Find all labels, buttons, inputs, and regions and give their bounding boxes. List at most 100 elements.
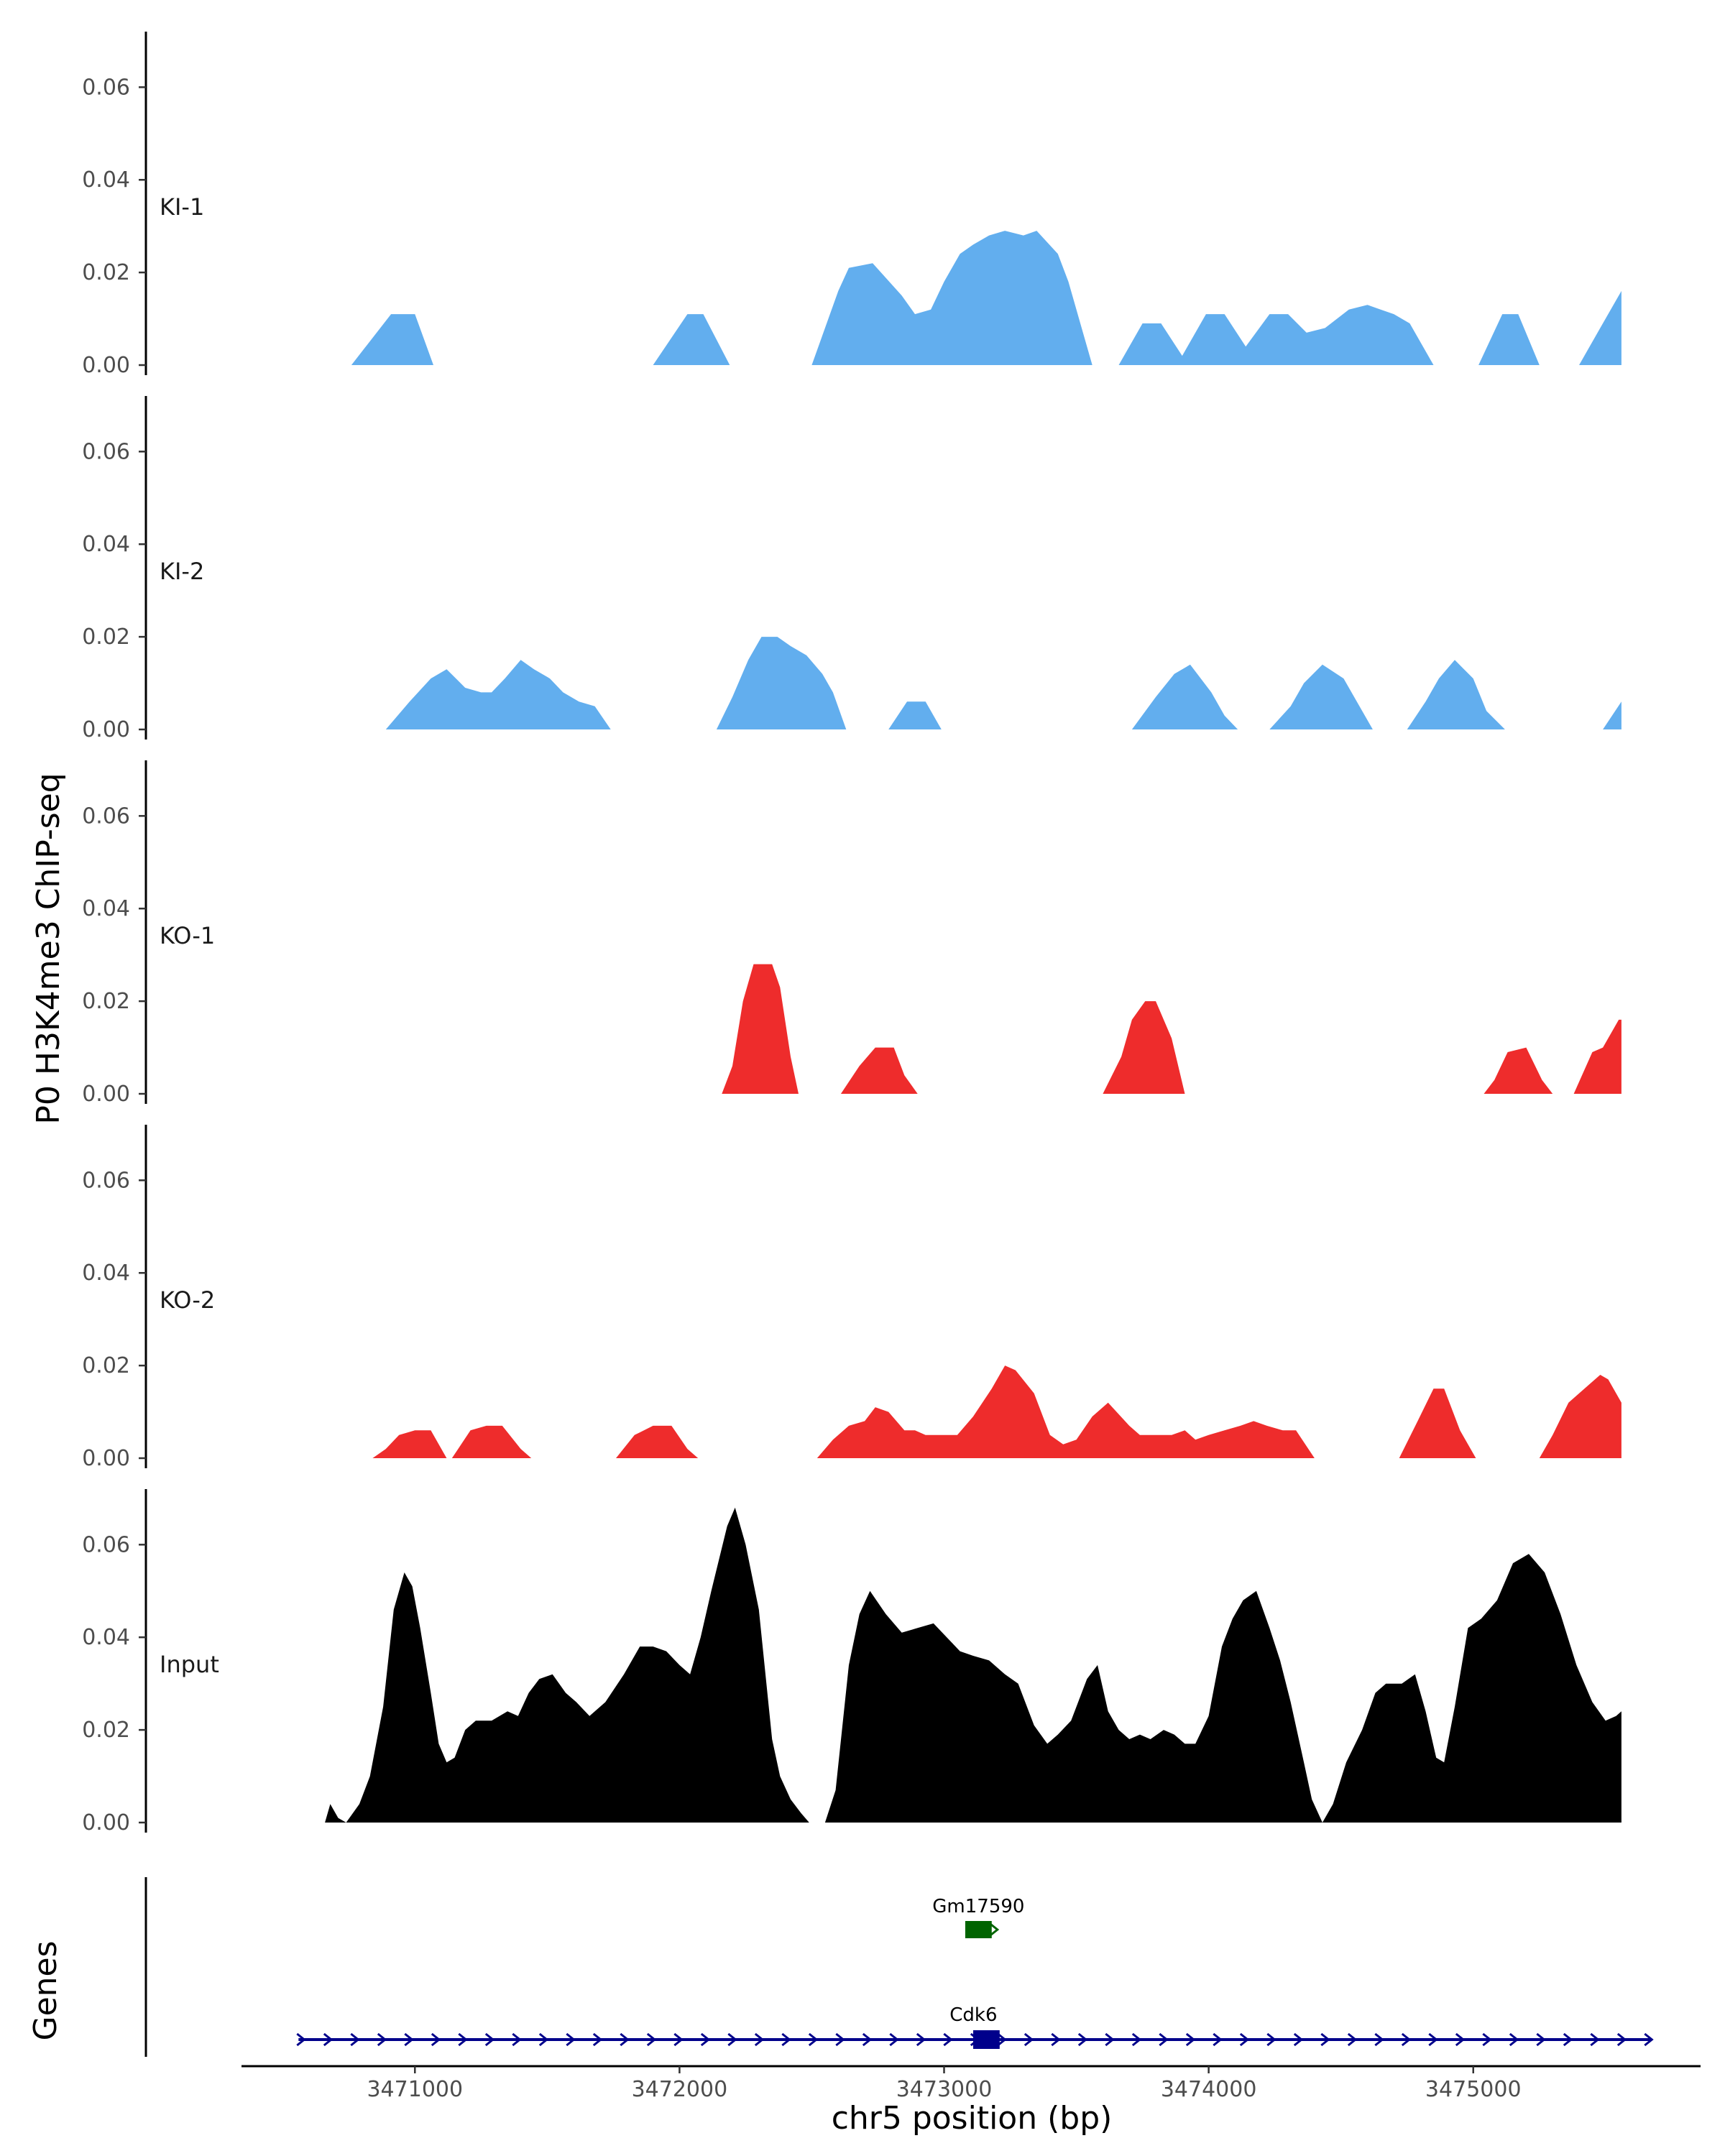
strand-chevron <box>1401 2032 1412 2047</box>
strand-chevron <box>808 2032 819 2047</box>
tracks-group: 0.00 0.02 0.04 0.06 KI-1 0.00 0.02 0.04 0.06 KI-2… <box>82 32 1622 1835</box>
strand-chevron <box>1024 2032 1034 2047</box>
signal-area <box>716 637 847 729</box>
strand-chevron <box>889 2032 899 2047</box>
signal-area <box>1484 1047 1553 1094</box>
signal-area <box>653 314 730 365</box>
y-axis-title-group: P0 H3K4me3 ChIP-seq <box>30 773 67 1124</box>
y-tick-label: 0.04 <box>82 1625 130 1650</box>
x-tick-label: 3473000 <box>896 2077 993 2102</box>
strand-chevron <box>1616 2032 1627 2047</box>
gene-label: Gm17590 <box>932 1896 1024 1917</box>
signal-area <box>451 1425 532 1458</box>
gene-exon <box>965 1921 992 1938</box>
strand-chevron <box>1347 2032 1358 2047</box>
x-axis: 3471000 3472000 3473000 3474000 3475000 <box>242 2065 1701 2102</box>
gene-exon <box>973 2030 1000 2049</box>
strand-chevron <box>700 2032 711 2047</box>
signal-area <box>1573 1019 1622 1094</box>
strand-chevron <box>673 2032 684 2047</box>
strand-chevron <box>1213 2032 1223 2047</box>
strand-chevron <box>1185 2032 1196 2047</box>
signal-area <box>616 1425 699 1458</box>
strand-chevron <box>754 2032 765 2047</box>
signal-area <box>1399 1388 1476 1458</box>
track-panel-ki-2: 0.00 0.02 0.04 0.06 KI-2 <box>82 396 1622 742</box>
y-tick-label: 0.06 <box>82 803 130 829</box>
strand-chevron <box>1644 2032 1654 2047</box>
y-tick-label: 0.00 <box>82 1082 130 1107</box>
signal-area <box>1407 660 1505 729</box>
signal-area <box>1103 1001 1185 1094</box>
strand-chevron <box>431 2032 441 2047</box>
strand-chevron <box>350 2032 360 2047</box>
strand-chevron <box>916 2032 926 2047</box>
x-tick-label: 3474000 <box>1161 2077 1257 2102</box>
signal-area <box>1131 664 1238 729</box>
track-panel-ko-1: 0.00 0.02 0.04 0.06 KO-1 <box>82 760 1622 1107</box>
gene-cdk6: Cdk6 <box>296 2004 1654 2049</box>
y-tick-label: 0.00 <box>82 717 130 742</box>
y-tick-label: 0.06 <box>82 439 130 464</box>
x-tick-label: 3472000 <box>632 2077 728 2102</box>
y-tick-label: 0.04 <box>82 167 130 193</box>
signal-area <box>1118 305 1434 365</box>
y-tick-label: 0.04 <box>82 1261 130 1286</box>
y-tick-label: 0.04 <box>82 896 130 921</box>
strand-chevron <box>1051 2032 1061 2047</box>
signal-area <box>824 1554 1622 1823</box>
strand-chevron <box>1159 2032 1169 2047</box>
track-panel-input: 0.00 0.02 0.04 0.06 Input <box>82 1489 1622 1835</box>
signal-area <box>888 701 942 729</box>
track-label: KI-2 <box>160 558 204 585</box>
strand-chevron <box>566 2032 576 2047</box>
signal-area <box>325 1507 809 1823</box>
track-label: KO-2 <box>160 1286 215 1314</box>
strand-chevron <box>1105 2032 1115 2047</box>
y-tick-label: 0.00 <box>82 1810 130 1835</box>
signal-area <box>372 1430 447 1458</box>
signal-area <box>811 231 1092 365</box>
y-tick-label: 0.04 <box>82 532 130 557</box>
x-axis-title: chr5 position (bp) <box>832 2100 1113 2137</box>
genes-panel: Genes Gm17590 Cdk6 <box>27 1877 1654 2057</box>
strand-chevron <box>943 2032 953 2047</box>
y-tick-label: 0.02 <box>82 1718 130 1743</box>
strand-chevron <box>404 2032 414 2047</box>
strand-chevron <box>458 2032 468 2047</box>
track-label: KI-1 <box>160 193 204 221</box>
gene-label: Cdk6 <box>949 2004 997 2026</box>
strand-chevron <box>1509 2032 1519 2047</box>
signal-area <box>1579 290 1622 365</box>
strand-chevron <box>1374 2032 1384 2047</box>
strand-chevron <box>538 2032 549 2047</box>
strand-chevron <box>862 2032 873 2047</box>
y-tick-label: 0.02 <box>82 260 130 285</box>
y-tick-label: 0.02 <box>82 1353 130 1378</box>
gene-gm17590: Gm17590 <box>932 1896 1024 1938</box>
genes-title: Genes <box>27 1940 64 2040</box>
strand-chevron <box>1455 2032 1466 2047</box>
strand-chevron <box>727 2032 737 2047</box>
track-label: Input <box>160 1651 219 1678</box>
y-tick-label: 0.02 <box>82 989 130 1014</box>
strand-chevron <box>1293 2032 1304 2047</box>
y-axis-title: P0 H3K4me3 ChIP-seq <box>30 773 67 1124</box>
signal-area <box>1269 664 1373 729</box>
strand-chevron <box>1428 2032 1438 2047</box>
strand-chevron <box>620 2032 630 2047</box>
signal-area <box>816 1365 1315 1458</box>
y-tick-label: 0.00 <box>82 1446 130 1471</box>
strand-chevron <box>646 2032 657 2047</box>
strand-chevron <box>1482 2032 1492 2047</box>
strand-chevron <box>989 1922 1000 1937</box>
signal-area <box>351 314 433 365</box>
strand-chevron <box>323 2032 334 2047</box>
genes-title-group: Genes <box>27 1940 64 2040</box>
y-tick-label: 0.06 <box>82 1168 130 1193</box>
track-panel-ki-1: 0.00 0.02 0.04 0.06 KI-1 <box>82 32 1622 378</box>
signal-area <box>1603 701 1622 729</box>
x-tick-label: 3475000 <box>1425 2077 1522 2102</box>
strand-chevron <box>997 2032 1007 2047</box>
